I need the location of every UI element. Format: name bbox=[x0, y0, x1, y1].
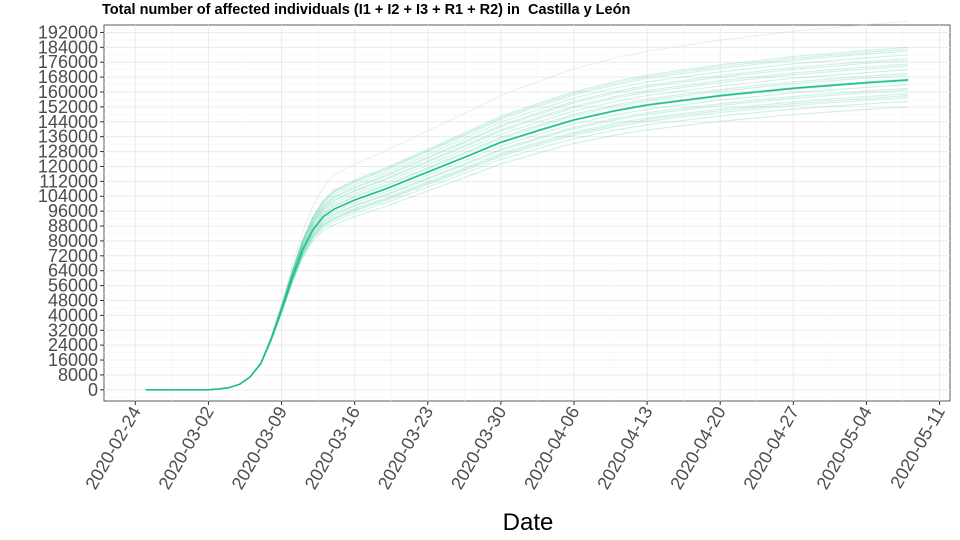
x-tick-label: 2020-04-13 bbox=[593, 403, 656, 493]
x-tick-label: 2020-04-06 bbox=[520, 403, 583, 493]
y-tick-label: 144000 bbox=[38, 112, 98, 132]
y-tick-label: 112000 bbox=[39, 171, 98, 191]
y-tick-label: 80000 bbox=[48, 231, 98, 251]
x-tick-label: 2020-03-16 bbox=[301, 403, 364, 493]
x-axis-label: Date bbox=[503, 509, 554, 536]
y-tick-label: 176000 bbox=[38, 52, 98, 72]
y-tick-label: 0 bbox=[88, 380, 98, 400]
x-tick-label: 2020-04-20 bbox=[666, 403, 729, 493]
x-tick-label: 2020-03-30 bbox=[447, 403, 510, 493]
y-tick-label: 56000 bbox=[48, 276, 98, 296]
grid-minor bbox=[104, 25, 950, 401]
y-tick-label: 96000 bbox=[48, 201, 98, 221]
y-tick-label: 24000 bbox=[48, 335, 98, 355]
y-tick-label: 152000 bbox=[38, 97, 98, 117]
y-tick-label: 72000 bbox=[48, 246, 98, 266]
x-tick-label: 2020-05-11 bbox=[886, 403, 949, 492]
series-group bbox=[145, 20, 909, 391]
y-tick-label: 88000 bbox=[48, 216, 98, 236]
y-tick-label: 160000 bbox=[38, 82, 98, 102]
y-tick-label: 192000 bbox=[38, 22, 98, 42]
y-tick-label: 104000 bbox=[38, 186, 98, 206]
y-tick-label: 64000 bbox=[48, 261, 98, 281]
grid-major bbox=[104, 25, 950, 401]
x-tick-label: 2020-02-24 bbox=[81, 403, 144, 493]
y-tick-label: 16000 bbox=[48, 350, 98, 370]
y-tick-label: 48000 bbox=[48, 290, 98, 310]
series-line-median bbox=[145, 79, 909, 391]
x-tick-label: 2020-04-27 bbox=[739, 403, 802, 493]
y-tick-label: 168000 bbox=[38, 67, 98, 87]
y-tick-label: 120000 bbox=[38, 156, 98, 176]
y-tick-label: 136000 bbox=[38, 127, 98, 147]
y-tick-label: 40000 bbox=[48, 305, 98, 325]
y-tick-label: 184000 bbox=[38, 37, 98, 57]
y-tick-label: 8000 bbox=[58, 365, 98, 385]
x-axis: 2020-02-24 2020-03-02 2020-03-09 2020-03-16… bbox=[81, 401, 949, 493]
y-axis: 0800016000240003200040000480005600064000… bbox=[38, 22, 104, 400]
x-tick-label: 2020-03-09 bbox=[228, 403, 291, 493]
y-tick-label: 32000 bbox=[48, 320, 98, 340]
x-tick-label: 2020-03-23 bbox=[374, 403, 437, 493]
chart-title: Total number of affected individuals (I1… bbox=[102, 2, 631, 18]
y-tick-label: 128000 bbox=[38, 142, 98, 162]
x-tick-label: 2020-03-02 bbox=[155, 403, 218, 493]
x-tick-label: 2020-05-04 bbox=[813, 403, 876, 493]
